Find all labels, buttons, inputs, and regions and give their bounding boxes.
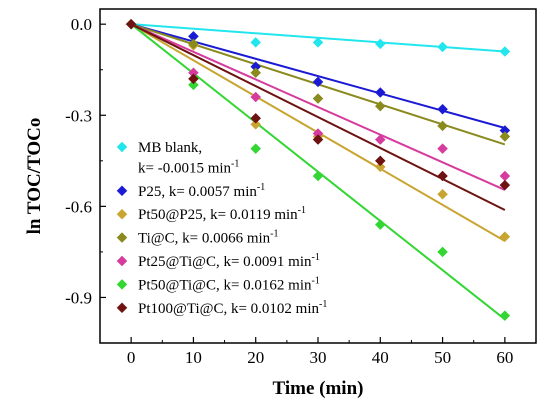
data-point [312,170,324,182]
data-point [250,91,262,103]
data-point [499,310,511,322]
legend-marker [116,141,128,153]
data-point [125,18,137,30]
data-point [374,155,386,167]
legend-superscript: -1 [298,205,306,216]
data-point [374,100,386,112]
x-tick-label: 0 [127,348,136,367]
y-tick-label: -0.3 [65,106,92,125]
data-point [437,41,448,53]
data-point [499,179,511,191]
x-tick-label: 50 [434,348,451,367]
data-point [499,131,511,142]
y-tick-label: -0.6 [65,197,92,216]
legend-entry-line2: k= -0.0015 min-1 [138,158,239,176]
legend-marker [116,208,128,220]
legend-entry: Pt25@Ti@C, k= 0.0091 min-1 [138,252,320,270]
legend-marker [116,302,128,314]
data-point [437,120,448,132]
x-tick-label: 60 [496,348,513,367]
x-tick-label: 20 [247,348,264,367]
x-tick-label: 10 [185,348,202,367]
legend-marker [116,255,128,267]
y-tick-label: 0.0 [71,15,92,34]
legend-superscript: -1 [312,275,320,286]
data-point [250,37,262,48]
data-point [437,246,448,258]
data-points [125,18,511,322]
data-point [188,79,199,91]
data-point [499,46,511,57]
x-tick-label: 30 [310,348,327,367]
legend-superscript: -1 [257,182,265,193]
legend-entry: Pt100@Ti@C, k= 0.0102 min-1 [138,299,327,317]
data-point [312,93,324,104]
legend-entry: Pt50@Ti@C, k= 0.0162 min-1 [138,275,320,293]
data-point [250,67,262,79]
data-point [437,188,448,200]
data-point [250,119,262,130]
data-point [437,170,448,182]
legend-entry: Pt50@P25, k= 0.0119 min-1 [138,205,306,223]
legend-entry: P25, k= 0.0057 min-1 [138,182,265,200]
legend-entry: Ti@C, k= 0.0066 min-1 [138,229,279,247]
data-point [188,38,199,50]
data-point [250,112,262,124]
fit-line [130,23,506,211]
legend-superscript: -1 [270,229,278,240]
data-point [437,143,448,155]
data-point [437,103,448,115]
data-point [312,76,324,88]
axis-ticks: 0 10 20 30 40 50 60 0.0 -0.3 -0.6 -0.9 [65,15,513,367]
legend-superscript: -1 [231,158,239,169]
data-point [312,37,324,48]
legend-marker [116,185,128,197]
y-axis-label: ln TOC/TOCo [24,118,45,235]
data-point [499,231,511,243]
fit-line [130,23,506,191]
legend-entry: MB blank, [138,140,202,156]
data-point [374,219,386,230]
data-point [188,73,199,85]
legend: MB blank, k= -0.0015 min-1 P25, k= 0.0057 … [116,140,327,317]
data-point [250,143,262,155]
x-axis-label: Time (min) [273,378,364,399]
data-point [312,134,324,145]
x-tick-label: 40 [372,348,389,367]
legend-superscript: -1 [312,252,320,263]
data-point [499,170,511,182]
y-tick-label: -0.9 [65,288,92,307]
legend-superscript: -1 [319,299,327,310]
data-point [374,161,386,173]
data-point [374,38,386,50]
data-point [374,134,386,145]
legend-marker [116,279,128,290]
data-point [374,87,386,98]
legend-marker [116,232,128,243]
